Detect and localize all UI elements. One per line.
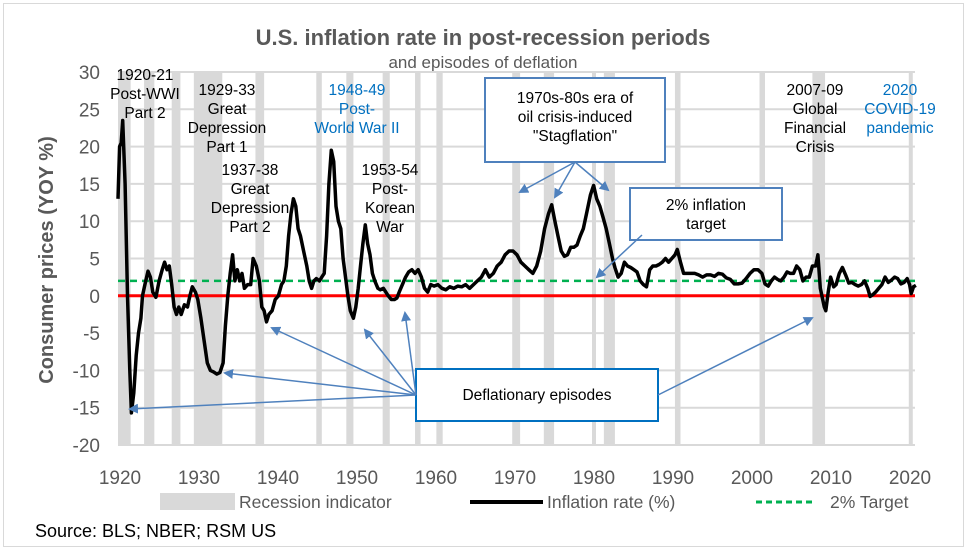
y-tick-label: 15 [79,175,100,196]
callout-line: 2% inflation [666,197,746,214]
annotation-line: Global [793,101,838,118]
x-tick-label: 1950 [336,468,378,489]
source-note: Source: BLS; NBER; RSM US [35,521,276,541]
annotation-line: Financial [784,120,846,137]
callout-text-stagflation: 1970s-80s era of oil crisis-induced "Stagf… [517,90,634,145]
legend: Recession indicator Inflation rate (%) 2% … [160,492,909,512]
y-tick-label: -15 [73,399,100,420]
annotation-line: 1937-38 [222,162,279,179]
period-annotation: 1920-21 Post-WWI Part 2 [110,67,180,122]
period-annotation: 2007-09 Global Financial Crisis [784,82,846,156]
callout-arrow [270,326,417,396]
callout-line: Deflationary episodes [462,387,611,404]
callout-arrow [128,394,417,414]
x-tick-label: 1940 [257,468,299,489]
callout-arrow [595,234,643,279]
callout-arrow [574,161,610,192]
period-annotation: 1953-54 Post- Korean War [362,162,419,236]
x-tick-label: 1920 [99,468,141,489]
y-tick-label: 10 [79,212,100,233]
period-annotation: 2020 COVID-19 pandemic [864,82,936,137]
annotation-line: Post- [372,181,408,198]
callout-arrow [363,328,417,396]
callout-line: target [686,216,726,233]
callout-arrows [128,161,814,414]
annotation-line: Part 1 [206,139,247,156]
y-tick-label: -20 [73,436,100,457]
callouts: 1970s-80s era of oil crisis-induced "Stagf… [415,77,783,422]
annotation-line: Post- [339,101,375,118]
x-tick-label: 1980 [573,468,615,489]
callout-arrow [657,317,814,396]
y-tick-label: -10 [73,361,100,382]
callout-line: "Stagflation" [533,128,617,145]
annotations: 1920-21 Post-WWI Part 2 1929-33 Great Depress… [110,67,936,236]
annotation-line: Part 2 [124,105,165,122]
callout-arrow [554,161,576,199]
chart-frame [3,3,964,547]
legend-label-target: 2% Target [830,492,909,512]
x-tick-label: 1930 [178,468,220,489]
annotation-line: Depression [211,200,289,217]
x-axis-ticks: 1920 1930 1940 1950 1960 1970 1980 1990 2000 2010… [99,468,931,489]
chart-subtitle: and episodes of deflation [388,53,577,72]
y-tick-label: 5 [89,250,100,271]
annotation-line: Post-WWI [110,86,180,103]
annotation-line: pandemic [866,120,933,137]
annotation-line: 1953-54 [362,162,419,179]
x-tick-label: 1990 [652,468,694,489]
annotation-line: Crisis [796,139,835,156]
chart-title: U.S. inflation rate in post-recession pe… [256,25,711,50]
y-tick-label: 20 [79,138,100,159]
y-tick-label: 30 [79,63,100,84]
y-tick-label: 0 [89,287,100,308]
x-tick-label: 2020 [889,468,931,489]
annotation-line: 1929-33 [199,82,256,99]
callout-line: 1970s-80s era of [517,90,634,107]
annotation-line: 2007-09 [787,82,844,99]
callout-box-target [629,187,783,241]
legend-swatch-recession [160,493,235,510]
callout-arrow [518,161,576,193]
callout-text-target: 2% inflation target [666,197,746,233]
x-tick-label: 1960 [415,468,457,489]
annotation-line: War [376,219,404,236]
y-axis-ticks: 30 25 20 15 10 5 0 -5 -10 -15 -20 [73,63,100,457]
period-annotation: 1948-49 Post- World War II [314,82,399,137]
y-axis-label: Consumer prices (YOY %) [36,136,58,383]
legend-label-recession: Recession indicator [239,492,392,512]
callout-arrow [223,368,417,396]
inflation-series [116,118,917,415]
annotation-line: 2020 [883,82,918,99]
inflation-line [116,118,917,415]
legend-label-inflation: Inflation rate (%) [547,492,675,512]
annotation-line: 1920-21 [117,67,174,84]
annotation-line: Depression [188,120,266,137]
annotation-line: 1948-49 [329,82,386,99]
x-tick-label: 2010 [810,468,852,489]
callout-text-deflation: Deflationary episodes [462,387,611,404]
x-tick-label: 2000 [731,468,773,489]
annotation-line: World War II [314,120,399,137]
callout-arrow [401,311,417,396]
period-annotation: 1937-38 Great Depression Part 2 [211,162,289,236]
annotation-line: Great [231,181,270,198]
annotation-line: Korean [365,200,415,217]
y-tick-label: -5 [83,324,100,345]
callout-line: oil crisis-induced [518,109,633,126]
y-tick-label: 25 [79,100,100,121]
annotation-line: COVID-19 [864,101,936,118]
period-annotation: 1929-33 Great Depression Part 1 [188,82,266,156]
annotation-line: Great [208,101,247,118]
x-tick-label: 1970 [494,468,536,489]
annotation-line: Part 2 [229,219,270,236]
